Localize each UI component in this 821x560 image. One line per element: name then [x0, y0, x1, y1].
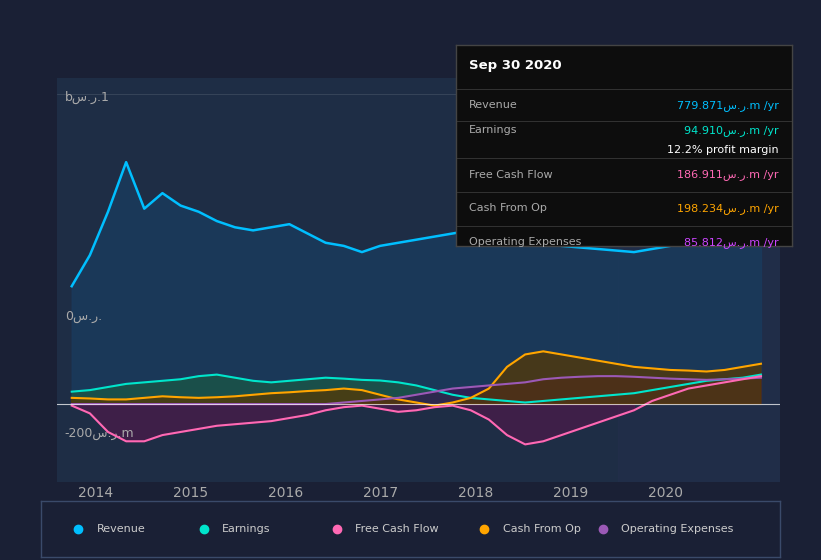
Text: Operating Expenses: Operating Expenses	[621, 524, 733, 534]
Text: Revenue: Revenue	[469, 100, 518, 110]
Text: -200س.ر.m: -200س.ر.m	[65, 427, 135, 440]
Text: Free Cash Flow: Free Cash Flow	[469, 170, 553, 180]
Text: Revenue: Revenue	[97, 524, 145, 534]
Text: 186.911س.ر.m /yr: 186.911س.ر.m /yr	[677, 169, 779, 180]
Text: Earnings: Earnings	[222, 524, 271, 534]
Text: 85.812س.ر.m /yr: 85.812س.ر.m /yr	[684, 237, 779, 248]
Bar	[618, 78, 780, 482]
Text: 0س.ر.: 0س.ر.	[65, 310, 102, 323]
Text: Earnings: Earnings	[469, 125, 517, 136]
Text: bس.ر.1: bس.ر.1	[65, 91, 109, 104]
Text: Operating Expenses: Operating Expenses	[469, 237, 581, 248]
Text: Sep 30 2020: Sep 30 2020	[469, 59, 562, 72]
Text: Cash From Op: Cash From Op	[502, 524, 580, 534]
Text: 198.234س.ر.m /yr: 198.234س.ر.m /yr	[677, 203, 779, 213]
Text: 12.2% profit margin: 12.2% profit margin	[667, 144, 779, 155]
Text: 779.871س.ر.m /yr: 779.871س.ر.m /yr	[677, 100, 779, 111]
Text: 94.910س.ر.m /yr: 94.910س.ر.m /yr	[684, 125, 779, 136]
Text: Cash From Op: Cash From Op	[469, 203, 547, 213]
Text: Free Cash Flow: Free Cash Flow	[355, 524, 438, 534]
